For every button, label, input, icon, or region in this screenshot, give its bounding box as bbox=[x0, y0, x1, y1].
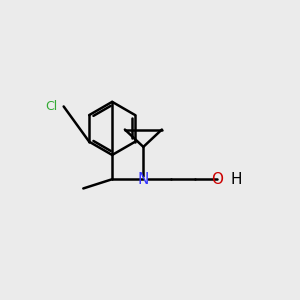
Text: Cl: Cl bbox=[46, 100, 58, 113]
Text: O: O bbox=[211, 172, 223, 187]
Text: H: H bbox=[230, 172, 242, 187]
Text: N: N bbox=[138, 172, 149, 187]
